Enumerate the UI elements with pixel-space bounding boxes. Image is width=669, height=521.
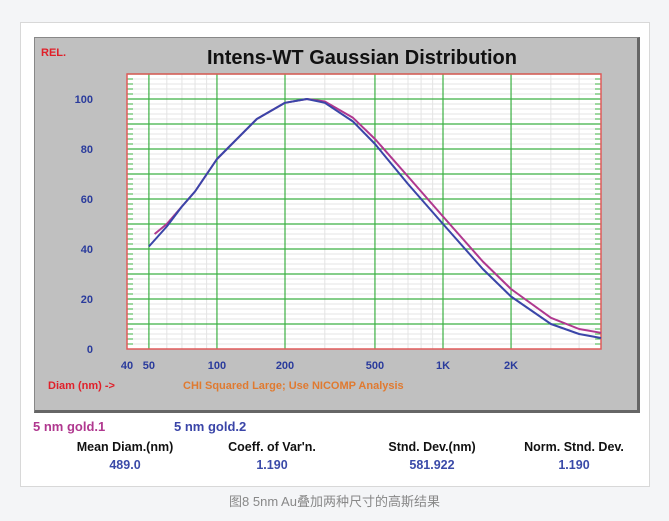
y-tick-label: 100 (75, 94, 93, 106)
stat-std-dev: Stnd. Dev.(nm) 581.922 (352, 440, 512, 472)
y-tick-label: 80 (81, 144, 93, 156)
y-tick-label: 40 (81, 244, 93, 256)
stat-coeff-var: Coeff. of Var'n. 1.190 (192, 440, 352, 472)
legend-series-2: 5 nm gold.2 (174, 419, 247, 434)
legend-series-1: 5 nm gold.1 (33, 419, 106, 434)
y-tick-label: 60 (81, 194, 93, 206)
x-tick-label: 500 (366, 360, 384, 372)
x-tick-label: 1K (436, 360, 450, 372)
stat-label: Norm. Stnd. Dev. (524, 440, 624, 454)
stat-label: Mean Diam.(nm) (76, 440, 174, 454)
stat-value: 1.190 (558, 458, 590, 472)
x-axis-label: Diam (nm) -> (48, 380, 115, 392)
y-tick-label: 0 (87, 344, 93, 356)
stat-value: 581.922 (409, 458, 455, 472)
x-tick-label: 40 (121, 360, 133, 372)
stat-label: Coeff. of Var'n. (228, 440, 316, 454)
stat-norm-std-dev: Norm. Stnd. Dev. 1.190 (494, 440, 654, 472)
x-tick-label: 50 (143, 360, 155, 372)
series-line-2 (148, 98, 602, 339)
x-tick-label: 100 (208, 360, 226, 372)
y-tick-label: 20 (81, 294, 93, 306)
figure-caption: 图8 5nm Au叠加两种尺寸的高斯结果 (229, 494, 440, 509)
chart-title: Intens-WT Gaussian Distribution (207, 47, 517, 69)
stat-value: 489.0 (109, 458, 141, 472)
y-axis-label: REL. (41, 47, 66, 59)
x-tick-label: 200 (276, 360, 294, 372)
stat-value: 1.190 (256, 458, 288, 472)
plot-border (126, 73, 602, 350)
stat-label: Stnd. Dev.(nm) (388, 440, 476, 454)
plot-area (127, 74, 601, 349)
stat-mean-diam: Mean Diam.(nm) 489.0 (45, 440, 205, 472)
chart-note: CHI Squared Large; Use NICOMP Analysis (183, 380, 404, 392)
x-tick-label: 2K (504, 360, 518, 372)
